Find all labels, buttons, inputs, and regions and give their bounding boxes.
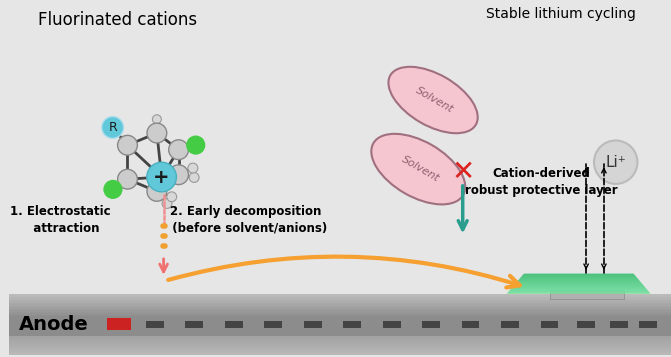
Text: Stable lithium cycling: Stable lithium cycling <box>486 7 636 21</box>
Circle shape <box>168 165 189 185</box>
Text: R: R <box>108 121 117 134</box>
Circle shape <box>162 198 172 208</box>
Polygon shape <box>521 277 637 278</box>
Polygon shape <box>512 287 646 288</box>
Circle shape <box>102 117 123 138</box>
Text: Anode: Anode <box>19 315 88 333</box>
Circle shape <box>187 136 205 154</box>
Polygon shape <box>515 283 642 284</box>
Circle shape <box>152 115 161 124</box>
Ellipse shape <box>371 134 465 205</box>
Polygon shape <box>519 278 638 279</box>
Polygon shape <box>521 277 637 278</box>
Circle shape <box>117 169 138 189</box>
Polygon shape <box>519 279 639 280</box>
Polygon shape <box>509 291 649 292</box>
Polygon shape <box>515 283 642 284</box>
Polygon shape <box>514 285 643 286</box>
Polygon shape <box>511 288 646 289</box>
Circle shape <box>167 192 176 202</box>
Polygon shape <box>523 274 634 275</box>
Polygon shape <box>511 289 647 290</box>
Polygon shape <box>511 288 646 289</box>
Polygon shape <box>517 281 640 282</box>
Circle shape <box>147 162 176 192</box>
Text: 1. Electrostatic
   attraction: 1. Electrostatic attraction <box>9 205 110 235</box>
Polygon shape <box>518 280 639 281</box>
Bar <box>550 290 623 300</box>
Ellipse shape <box>389 67 478 133</box>
Polygon shape <box>513 286 645 287</box>
Polygon shape <box>522 275 635 276</box>
Circle shape <box>189 172 199 182</box>
Polygon shape <box>513 286 644 287</box>
Polygon shape <box>510 290 648 291</box>
Polygon shape <box>518 280 639 281</box>
Text: Li⁺: Li⁺ <box>605 155 626 170</box>
Polygon shape <box>523 274 634 275</box>
Polygon shape <box>512 287 646 288</box>
Circle shape <box>117 135 138 155</box>
Text: 2. Early decomposition
  (before solvent/anions): 2. Early decomposition (before solvent/a… <box>164 205 327 235</box>
Circle shape <box>594 141 637 184</box>
Circle shape <box>147 181 167 201</box>
Polygon shape <box>514 285 643 286</box>
Circle shape <box>147 123 167 143</box>
Text: Cation-derived
robust protective layer: Cation-derived robust protective layer <box>466 167 618 197</box>
Polygon shape <box>520 278 637 279</box>
Text: Fluorinated cations: Fluorinated cations <box>38 11 197 29</box>
Polygon shape <box>509 291 649 292</box>
Polygon shape <box>509 290 648 291</box>
Polygon shape <box>521 276 636 277</box>
Polygon shape <box>516 282 641 283</box>
Polygon shape <box>517 281 640 282</box>
Polygon shape <box>515 284 643 285</box>
Polygon shape <box>517 282 641 283</box>
Text: ✕: ✕ <box>451 158 474 186</box>
Bar <box>107 318 131 330</box>
Polygon shape <box>515 284 643 285</box>
Polygon shape <box>521 276 636 277</box>
Polygon shape <box>508 292 650 293</box>
Circle shape <box>104 181 122 198</box>
Text: +: + <box>154 167 170 186</box>
Polygon shape <box>507 292 650 293</box>
Circle shape <box>168 140 189 160</box>
Polygon shape <box>522 275 635 276</box>
Polygon shape <box>519 279 639 280</box>
Polygon shape <box>511 289 647 290</box>
Text: Solvent: Solvent <box>400 154 441 184</box>
Text: Solvent: Solvent <box>415 85 456 115</box>
Circle shape <box>188 163 198 173</box>
